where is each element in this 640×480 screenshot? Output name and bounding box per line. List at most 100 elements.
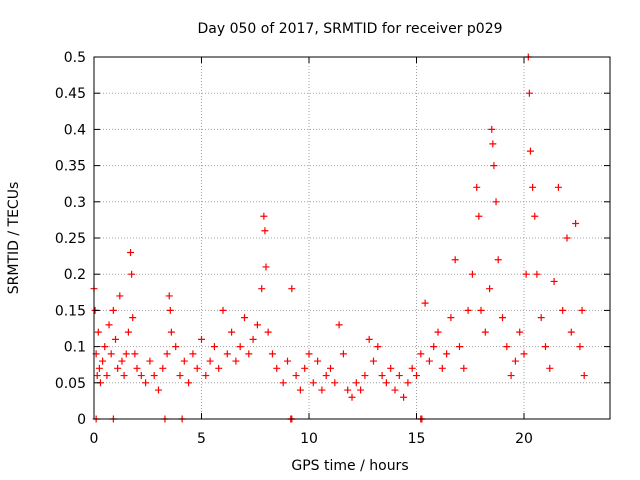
data-point <box>305 350 313 358</box>
data-point <box>486 285 494 293</box>
x-tick-label: 10 <box>300 431 318 447</box>
data-point <box>103 372 111 380</box>
data-point <box>189 350 197 358</box>
data-point <box>391 386 399 394</box>
data-point <box>109 306 117 314</box>
data-point <box>531 212 539 220</box>
data-point <box>101 343 109 351</box>
data-point <box>522 270 530 278</box>
data-point <box>490 162 498 170</box>
data-point <box>279 379 287 387</box>
data-point <box>520 350 528 358</box>
data-point <box>264 328 272 336</box>
data-point <box>210 343 218 351</box>
data-point <box>477 306 485 314</box>
data-point <box>430 343 438 351</box>
data-point <box>99 357 107 365</box>
data-point <box>387 364 395 372</box>
data-point <box>107 350 115 358</box>
data-point <box>322 372 330 380</box>
data-point <box>526 147 534 155</box>
data-point <box>128 270 136 278</box>
data-point <box>503 343 511 351</box>
data-point <box>105 321 113 329</box>
y-tick-label: 0 <box>77 412 86 428</box>
data-point <box>473 183 481 191</box>
data-point <box>146 357 154 365</box>
y-axis-ticks: 0 0.05 0.1 0.15 0.2 0.25 0.3 0.35 0.4 0.45 0.5 <box>55 50 610 428</box>
data-point <box>228 328 236 336</box>
data-point <box>554 183 562 191</box>
data-point <box>361 372 369 380</box>
data-point <box>273 364 281 372</box>
data-point <box>352 379 360 387</box>
data-point <box>460 364 468 372</box>
data-point <box>413 372 420 380</box>
data-points <box>90 53 588 423</box>
data-point <box>288 285 296 293</box>
data-point <box>516 328 524 336</box>
data-point <box>511 357 519 365</box>
y-tick-label: 0.3 <box>64 195 86 211</box>
data-point <box>494 256 502 264</box>
y-tick-label: 0.5 <box>64 50 86 66</box>
data-point <box>253 321 261 329</box>
y-tick-label: 0.25 <box>55 231 86 247</box>
data-point <box>559 306 567 314</box>
data-point <box>193 364 201 372</box>
data-point <box>116 292 124 300</box>
data-point <box>434 328 442 336</box>
data-point <box>94 328 102 336</box>
data-point <box>232 357 240 365</box>
data-point <box>542 343 549 351</box>
data-point <box>395 372 403 380</box>
data-point <box>118 357 126 365</box>
data-point <box>165 292 173 300</box>
data-point <box>318 386 326 394</box>
y-tick-label: 0.4 <box>64 122 86 138</box>
data-point <box>580 372 588 380</box>
data-point <box>481 328 489 336</box>
data-point <box>155 386 162 394</box>
data-point <box>292 372 300 380</box>
y-tick-label: 0.35 <box>55 159 86 175</box>
data-point <box>261 227 269 235</box>
data-point <box>219 306 227 314</box>
data-point <box>382 379 390 387</box>
data-point <box>127 248 135 256</box>
data-point <box>241 314 248 322</box>
data-point <box>245 350 253 358</box>
data-point <box>137 372 145 380</box>
x-axis-ticks: 0 5 10 15 20 <box>90 57 533 447</box>
data-point <box>150 372 158 380</box>
data-point <box>167 328 175 336</box>
y-axis-label: SRMTID / TECUs <box>6 182 22 295</box>
data-point <box>309 379 317 387</box>
x-axis-label: GPS time / hours <box>291 458 408 474</box>
data-point <box>374 343 382 351</box>
data-point <box>451 256 459 264</box>
data-point <box>95 364 103 372</box>
data-point <box>365 335 373 343</box>
data-point <box>120 372 128 380</box>
data-point <box>159 364 167 372</box>
data-point <box>578 306 586 314</box>
y-tick-label: 0.05 <box>55 376 86 392</box>
data-point <box>268 350 276 358</box>
data-point <box>129 314 137 322</box>
data-point <box>529 183 537 191</box>
data-point <box>499 314 506 322</box>
data-point <box>533 270 541 278</box>
data-point <box>492 198 500 206</box>
data-point <box>344 386 352 394</box>
data-point <box>112 335 119 343</box>
x-tick-label: 15 <box>408 431 426 447</box>
data-point <box>537 314 545 322</box>
data-point <box>421 299 429 307</box>
data-point <box>166 306 174 314</box>
x-tick-label: 20 <box>515 431 533 447</box>
data-point <box>447 314 455 322</box>
data-point <box>546 364 554 372</box>
data-point <box>572 220 580 228</box>
